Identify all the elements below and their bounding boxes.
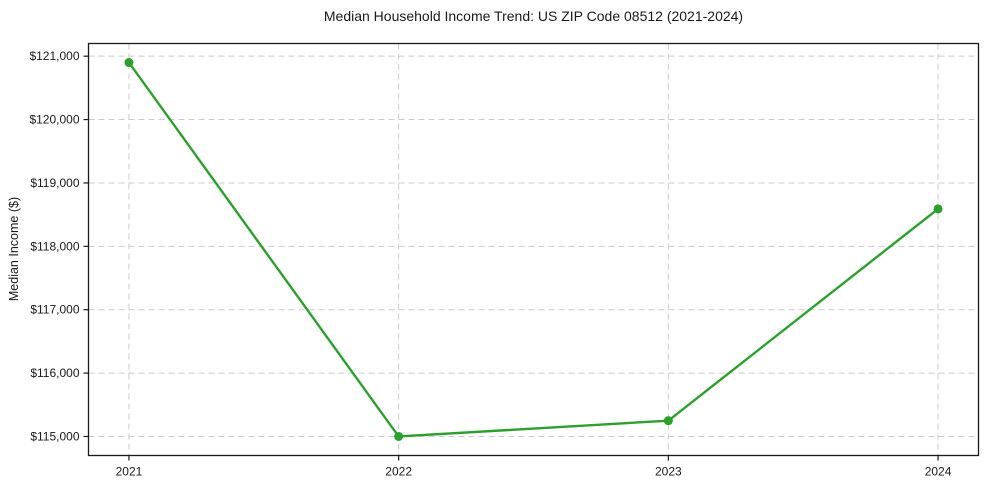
- data-point: [394, 431, 404, 441]
- chart-title: Median Household Income Trend: US ZIP Co…: [323, 8, 744, 24]
- x-tick-label: 2024: [925, 465, 952, 479]
- y-tick-label: $120,000: [29, 113, 79, 127]
- plot-border: [87, 42, 980, 457]
- x-tick-label: 2021: [116, 465, 143, 479]
- y-tick-label: $118,000: [30, 239, 79, 253]
- data-point: [124, 58, 134, 68]
- y-tick-label: $119,000: [30, 176, 79, 190]
- data-line: [127, 61, 940, 438]
- data-point: [663, 416, 673, 426]
- y-tick-label: $116,000: [30, 366, 79, 380]
- data-point: [933, 204, 943, 214]
- y-tick-label: $121,000: [29, 49, 79, 63]
- y-tick-label: $115,000: [30, 429, 79, 443]
- x-tick-label: 2022: [385, 465, 412, 479]
- y-tick-label: $117,000: [30, 303, 79, 317]
- x-tick-label: 2023: [655, 465, 682, 479]
